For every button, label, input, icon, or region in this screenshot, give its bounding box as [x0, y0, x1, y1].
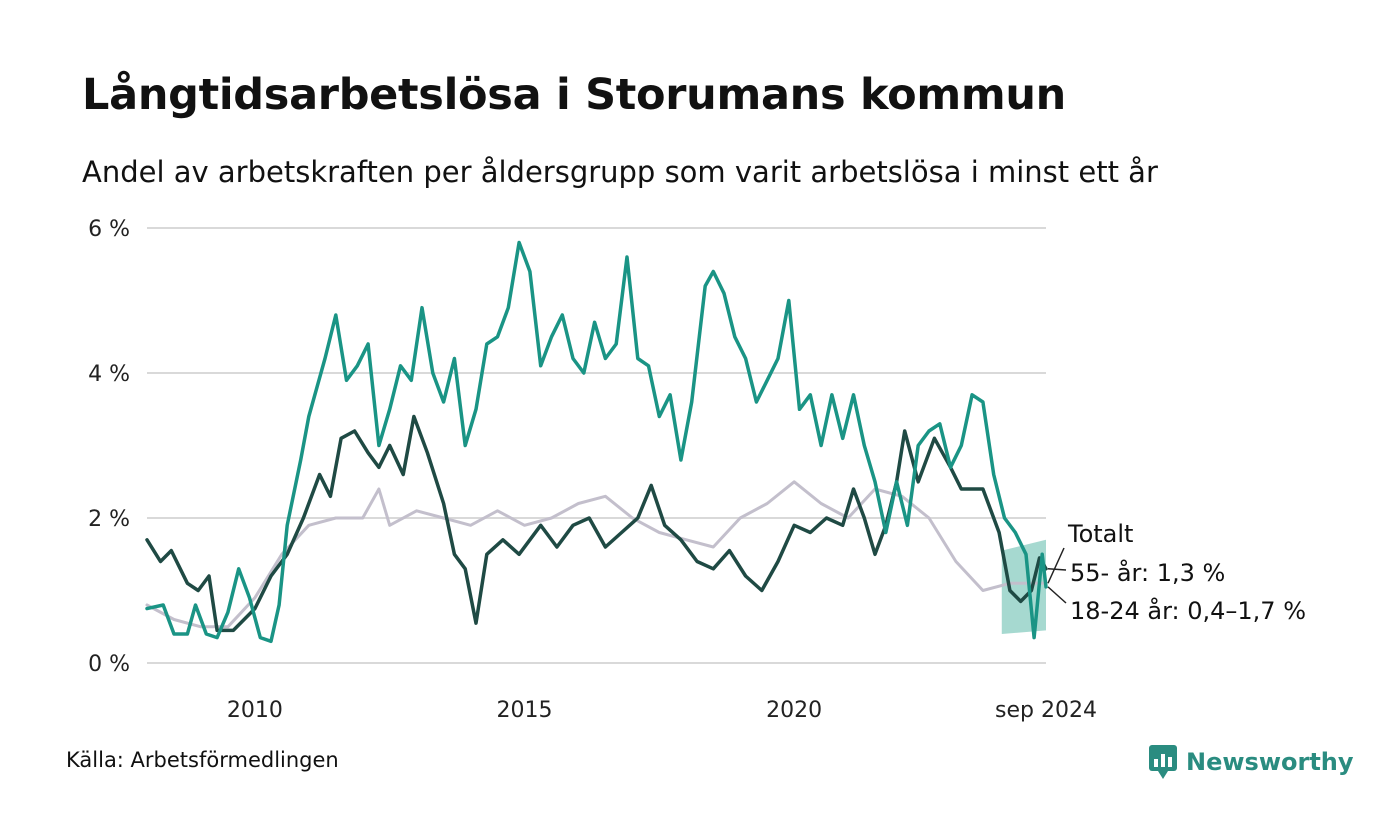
series-line-total: [145, 480, 1048, 629]
y-tick-label: 4 %: [88, 362, 130, 387]
x-tick-label: sep 2024: [995, 698, 1097, 723]
series-lines: [145, 240, 1048, 644]
x-tick-label: 2010: [227, 698, 283, 723]
source-note: Källa: Arbetsförmedlingen: [66, 748, 339, 772]
x-tick-label: 2015: [497, 698, 553, 723]
series-line-age18_24: [145, 240, 1048, 644]
end-labels: Totalt 55- år: 1,3 % 18-24 år: 0,4–1,7 %: [1047, 520, 1306, 625]
label-age-18-24: 18-24 år: 0,4–1,7 %: [1070, 596, 1306, 625]
grid-lines: [147, 227, 1046, 664]
leader-line-total: [1047, 547, 1065, 584]
y-tick-label: 0 %: [88, 652, 130, 677]
series-line-age55: [145, 414, 1048, 633]
x-tick-label: 2020: [766, 698, 822, 723]
y-tick-label: 2 %: [88, 507, 130, 532]
brand-logo: Newsworthy: [1148, 744, 1354, 780]
newsworthy-logo-icon: [1149, 745, 1177, 779]
leader-line-age55: [1047, 568, 1067, 571]
chart-subtitle: Andel av arbetskraften per åldersgrupp s…: [82, 155, 1158, 189]
axis-tick-labels: 0 % 2 % 4 % 6 % 2010 2015 2020 sep 2024: [88, 217, 1097, 723]
chart-title: Långtidsarbetslösa i Storumans kommun: [82, 70, 1066, 120]
leader-line-age18_24: [1047, 586, 1067, 604]
y-tick-label: 6 %: [88, 217, 130, 242]
label-age-55: 55- år: 1,3 %: [1070, 558, 1225, 587]
forecast-band-layer: [1001, 539, 1046, 634]
brand-name: Newsworthy: [1186, 748, 1354, 776]
forecast-band: [1001, 539, 1046, 634]
label-total: Totalt: [1067, 520, 1133, 548]
